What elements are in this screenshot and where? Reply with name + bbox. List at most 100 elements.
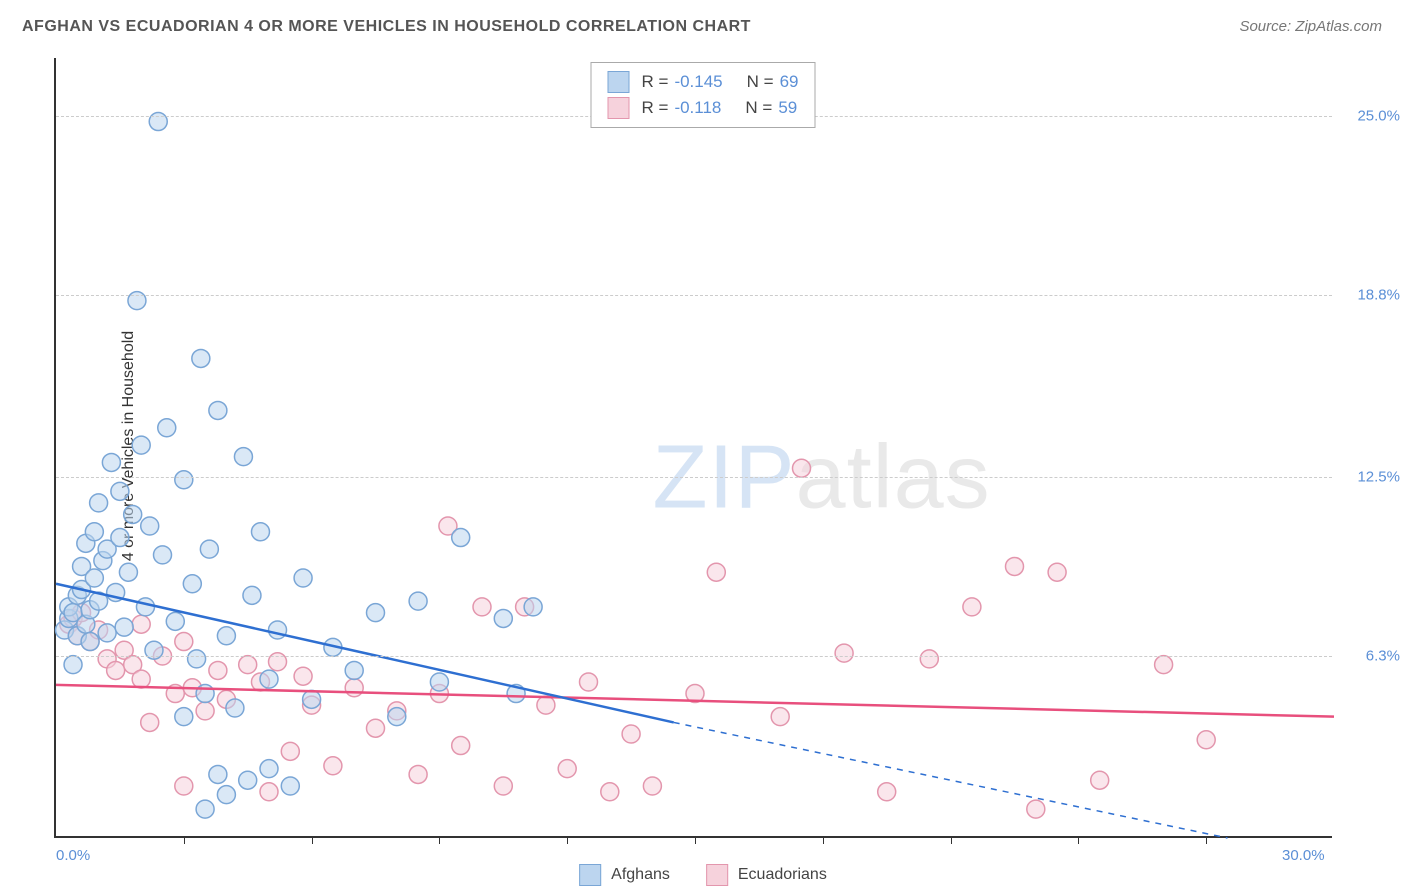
- plot-area: ZIPatlas 6.3%12.5%18.8%25.0%0.0%30.0%: [54, 58, 1332, 838]
- data-point: [260, 760, 278, 778]
- data-point: [1197, 731, 1215, 749]
- y-tick-label: 25.0%: [1357, 107, 1400, 124]
- data-point: [132, 436, 150, 454]
- data-point: [111, 529, 129, 547]
- data-point: [452, 737, 470, 755]
- data-point: [294, 667, 312, 685]
- data-point: [192, 349, 210, 367]
- data-point: [494, 777, 512, 795]
- data-point: [367, 604, 385, 622]
- n-label: N =: [747, 72, 774, 92]
- trendline-afghans-extrapolated: [674, 722, 1228, 838]
- data-point: [239, 771, 257, 789]
- data-point: [281, 777, 299, 795]
- data-point: [217, 786, 235, 804]
- y-tick-label: 6.3%: [1366, 648, 1400, 665]
- data-point: [452, 529, 470, 547]
- data-point: [494, 609, 512, 627]
- data-point: [141, 517, 159, 535]
- data-point: [234, 448, 252, 466]
- r-value-ecuadorians: -0.118: [674, 98, 721, 118]
- data-point: [1091, 771, 1109, 789]
- swatch-ecuadorians: [608, 97, 630, 119]
- source-label: Source: ZipAtlas.com: [1239, 18, 1382, 35]
- data-point: [175, 777, 193, 795]
- gridline: [56, 477, 1332, 478]
- r-value-afghans: -0.145: [674, 72, 722, 92]
- data-point: [209, 765, 227, 783]
- data-point: [175, 633, 193, 651]
- y-tick-label: 12.5%: [1357, 468, 1400, 485]
- data-point: [90, 494, 108, 512]
- data-point: [388, 708, 406, 726]
- n-value-afghans: 69: [780, 72, 799, 92]
- legend-item-ecuadorians: Ecuadorians: [706, 864, 827, 886]
- data-point: [124, 505, 142, 523]
- legend-label-ecuadorians: Ecuadorians: [738, 866, 827, 884]
- data-point: [771, 708, 789, 726]
- data-point: [707, 563, 725, 581]
- data-point: [217, 627, 235, 645]
- swatch-ecuadorians-bottom: [706, 864, 728, 886]
- data-point: [367, 719, 385, 737]
- data-point: [132, 670, 150, 688]
- n-value-ecuadorians: 59: [778, 98, 797, 118]
- data-point: [324, 757, 342, 775]
- data-point: [188, 650, 206, 668]
- data-point: [209, 401, 227, 419]
- data-point: [294, 569, 312, 587]
- stats-row-ecuadorians: R = -0.118 N = 59: [608, 95, 799, 121]
- data-point: [81, 633, 99, 651]
- x-tick: [823, 836, 824, 844]
- data-point: [166, 612, 184, 630]
- x-tick: [439, 836, 440, 844]
- data-point: [115, 618, 133, 636]
- legend-item-afghans: Afghans: [579, 864, 670, 886]
- x-tick: [695, 836, 696, 844]
- data-point: [345, 661, 363, 679]
- data-point: [141, 713, 159, 731]
- r-label: R =: [642, 98, 669, 118]
- data-point: [196, 800, 214, 818]
- data-point: [303, 690, 321, 708]
- x-tick: [184, 836, 185, 844]
- gridline: [56, 295, 1332, 296]
- gridline: [56, 656, 1332, 657]
- data-point: [269, 621, 287, 639]
- swatch-afghans-bottom: [579, 864, 601, 886]
- x-tick: [312, 836, 313, 844]
- swatch-afghans: [608, 71, 630, 93]
- x-tick-label: 0.0%: [56, 847, 90, 864]
- data-point: [643, 777, 661, 795]
- x-tick: [1206, 836, 1207, 844]
- data-point: [239, 656, 257, 674]
- data-point: [430, 673, 448, 691]
- data-point: [409, 765, 427, 783]
- data-point: [260, 670, 278, 688]
- x-tick: [951, 836, 952, 844]
- x-axis-legend: Afghans Ecuadorians: [579, 864, 827, 886]
- data-point: [175, 708, 193, 726]
- data-point: [158, 419, 176, 437]
- data-point: [226, 699, 244, 717]
- stats-legend: R = -0.145 N = 69 R = -0.118 N = 59: [591, 62, 816, 128]
- data-point: [281, 742, 299, 760]
- data-point: [473, 598, 491, 616]
- data-point: [878, 783, 896, 801]
- data-point: [920, 650, 938, 668]
- data-point: [98, 624, 116, 642]
- data-point: [1006, 557, 1024, 575]
- data-point: [793, 459, 811, 477]
- data-point: [154, 546, 172, 564]
- x-tick-label: 30.0%: [1282, 847, 1325, 864]
- data-point: [111, 482, 129, 500]
- data-point: [409, 592, 427, 610]
- data-point: [835, 644, 853, 662]
- chart-title: AFGHAN VS ECUADORIAN 4 OR MORE VEHICLES …: [22, 18, 751, 36]
- data-point: [196, 702, 214, 720]
- data-point: [136, 598, 154, 616]
- data-point: [209, 661, 227, 679]
- data-point: [622, 725, 640, 743]
- r-label: R =: [642, 72, 669, 92]
- y-tick-label: 18.8%: [1357, 286, 1400, 303]
